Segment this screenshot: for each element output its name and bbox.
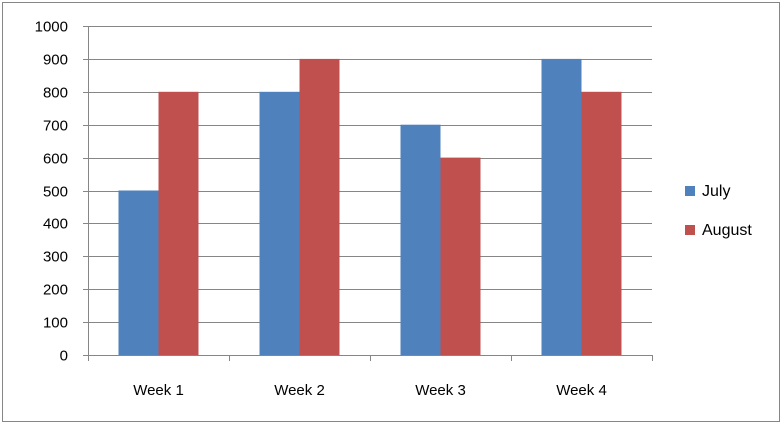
y-tick-labels: 0 100 200 300 400 500 600 700 800 900 1000 [35,19,68,365]
x-tick-labels: Week 1 Week 2 Week 3 Week 4 [133,382,607,399]
legend-label-july: July [702,183,730,200]
x-tick-label: Week 1 [133,382,184,399]
y-tick-label: 400 [43,216,68,233]
y-tick-label: 700 [43,118,68,135]
bar-july-week-1 [118,190,159,355]
legend-label-august: August [702,222,752,239]
legend: July August [685,183,752,239]
y-tick-label: 100 [43,315,68,332]
y-tick-label: 500 [43,184,68,201]
y-tick-label: 200 [43,282,68,299]
x-tick-label: Week 4 [556,382,607,399]
bar-august-week-3 [440,157,481,355]
legend-swatch-july [685,186,695,196]
y-tick-label: 800 [43,85,68,102]
y-tick-label: 300 [43,249,68,266]
bar-july-week-3 [400,124,441,355]
y-tick-label: 0 [60,348,68,365]
bar-july-week-2 [259,91,300,356]
bar-july-week-4 [541,58,582,356]
legend-swatch-august [685,225,695,235]
bar-august-week-4 [581,91,622,356]
x-tick-label: Week 3 [415,382,466,399]
x-tick-label: Week 2 [274,382,325,399]
y-tick-label: 1000 [35,19,68,36]
y-tick-label: 900 [43,52,68,69]
bar-august-week-2 [299,58,340,356]
y-tick-label: 600 [43,151,68,168]
bars [118,58,622,356]
bar-august-week-1 [158,91,199,356]
axes [88,26,653,361]
